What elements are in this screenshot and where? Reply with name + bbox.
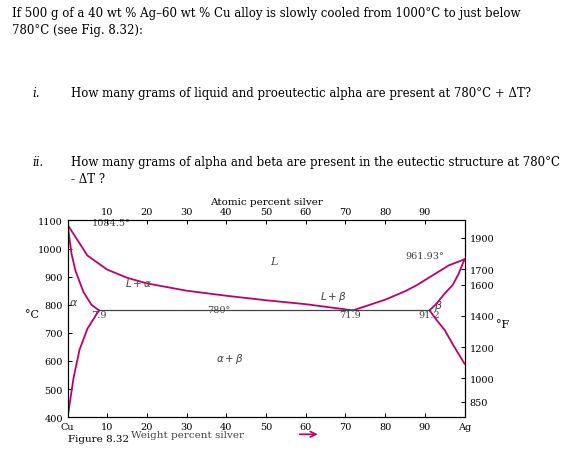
Text: If 500 g of a 40 wt % Ag–60 wt % Cu alloy is slowly cooled from 1000°C to just b: If 500 g of a 40 wt % Ag–60 wt % Cu allo… bbox=[12, 6, 520, 37]
Text: 1084.5°: 1084.5° bbox=[92, 219, 130, 228]
Text: i.: i. bbox=[32, 87, 40, 100]
Y-axis label: °C: °C bbox=[25, 309, 39, 319]
Text: 7.9: 7.9 bbox=[91, 310, 107, 319]
Y-axis label: °F: °F bbox=[496, 319, 509, 329]
Text: 91.2: 91.2 bbox=[418, 310, 440, 319]
Text: Figure 8.32: Figure 8.32 bbox=[68, 434, 129, 443]
Text: 71.9: 71.9 bbox=[339, 310, 361, 319]
Text: $\alpha$: $\alpha$ bbox=[69, 297, 78, 307]
Text: $L+\alpha$: $L+\alpha$ bbox=[125, 276, 153, 288]
Text: ii.: ii. bbox=[32, 156, 44, 169]
Text: $L+\beta$: $L+\beta$ bbox=[320, 289, 347, 303]
Text: How many grams of alpha and beta are present in the eutectic structure at 780°C
: How many grams of alpha and beta are pre… bbox=[71, 156, 560, 186]
Text: Weight percent silver: Weight percent silver bbox=[131, 430, 247, 439]
Text: $\alpha+\beta$: $\alpha+\beta$ bbox=[216, 352, 244, 366]
Text: $\beta$: $\beta$ bbox=[435, 298, 443, 312]
Text: L: L bbox=[270, 257, 278, 267]
Text: 961.93°: 961.93° bbox=[405, 251, 444, 260]
X-axis label: Atomic percent silver: Atomic percent silver bbox=[210, 198, 322, 207]
Text: How many grams of liquid and proeutectic alpha are present at 780°C + ΔT?: How many grams of liquid and proeutectic… bbox=[71, 87, 531, 100]
Text: 780°: 780° bbox=[207, 305, 230, 314]
